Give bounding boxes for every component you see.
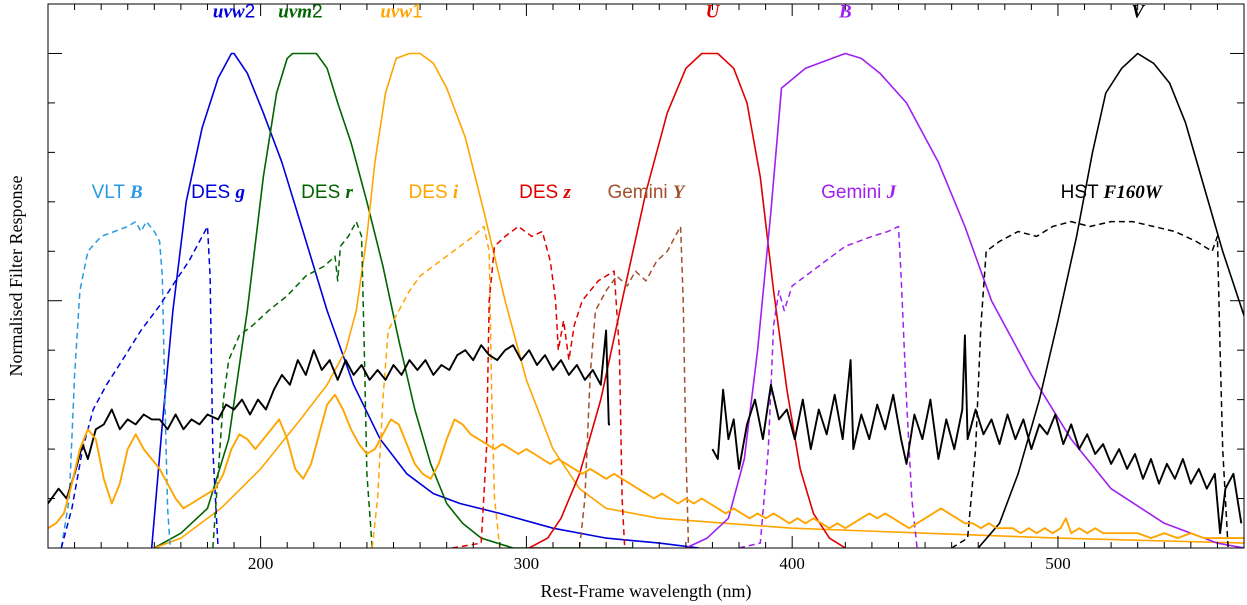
filter-label-des-z: DES z xyxy=(519,182,571,203)
series-des-g xyxy=(61,227,218,549)
series-uvw1 xyxy=(154,54,1244,549)
series-hst-f160w xyxy=(952,222,1229,548)
filter-label-uvw1: uvw1 xyxy=(380,1,422,22)
filter-labels: uvw2 uvm2 uvw1 U B V VLT B DES g DES r DES i DES z… xyxy=(92,1,1163,203)
filter-label-uvw2: uvw2 xyxy=(213,1,255,22)
series-v xyxy=(978,54,1244,549)
series-vlt-b xyxy=(61,222,170,548)
series-des-i xyxy=(372,227,500,549)
filter-label-hst-f160w: HST F160W xyxy=(1061,182,1163,203)
filter-label-b: B xyxy=(838,1,852,22)
x-axis-label: Rest-Frame wavelength (nm) xyxy=(541,581,752,602)
filter-label-u: U xyxy=(706,1,721,22)
filter-label-v: V xyxy=(1131,1,1145,22)
x-tick-label: 400 xyxy=(779,554,805,573)
filter-label-des-i: DES i xyxy=(409,182,459,203)
x-tick-label: 200 xyxy=(248,554,274,573)
filter-label-uvm2: uvm2 xyxy=(278,1,322,22)
series-u xyxy=(529,54,845,549)
x-tick-label: 500 xyxy=(1045,554,1071,573)
x-tick-label: 300 xyxy=(514,554,540,573)
series-uvw2 xyxy=(152,54,700,549)
filter-label-vlt-b: VLT B xyxy=(92,182,143,203)
y-axis-label: Normalised Filter Response xyxy=(6,176,26,377)
filter-label-des-r: DES r xyxy=(301,182,353,203)
series-uvm2 xyxy=(154,54,632,549)
series-gemini-j xyxy=(739,227,917,549)
series-b xyxy=(686,54,1244,549)
plot-frame xyxy=(48,4,1244,548)
series-layer xyxy=(48,54,1244,549)
series-des-z xyxy=(452,227,625,549)
filter-label-gemini-y: Gemini Y xyxy=(607,182,686,203)
filter-label-gemini-j: Gemini J xyxy=(821,182,896,203)
filter-label-des-g: DES g xyxy=(191,182,245,203)
